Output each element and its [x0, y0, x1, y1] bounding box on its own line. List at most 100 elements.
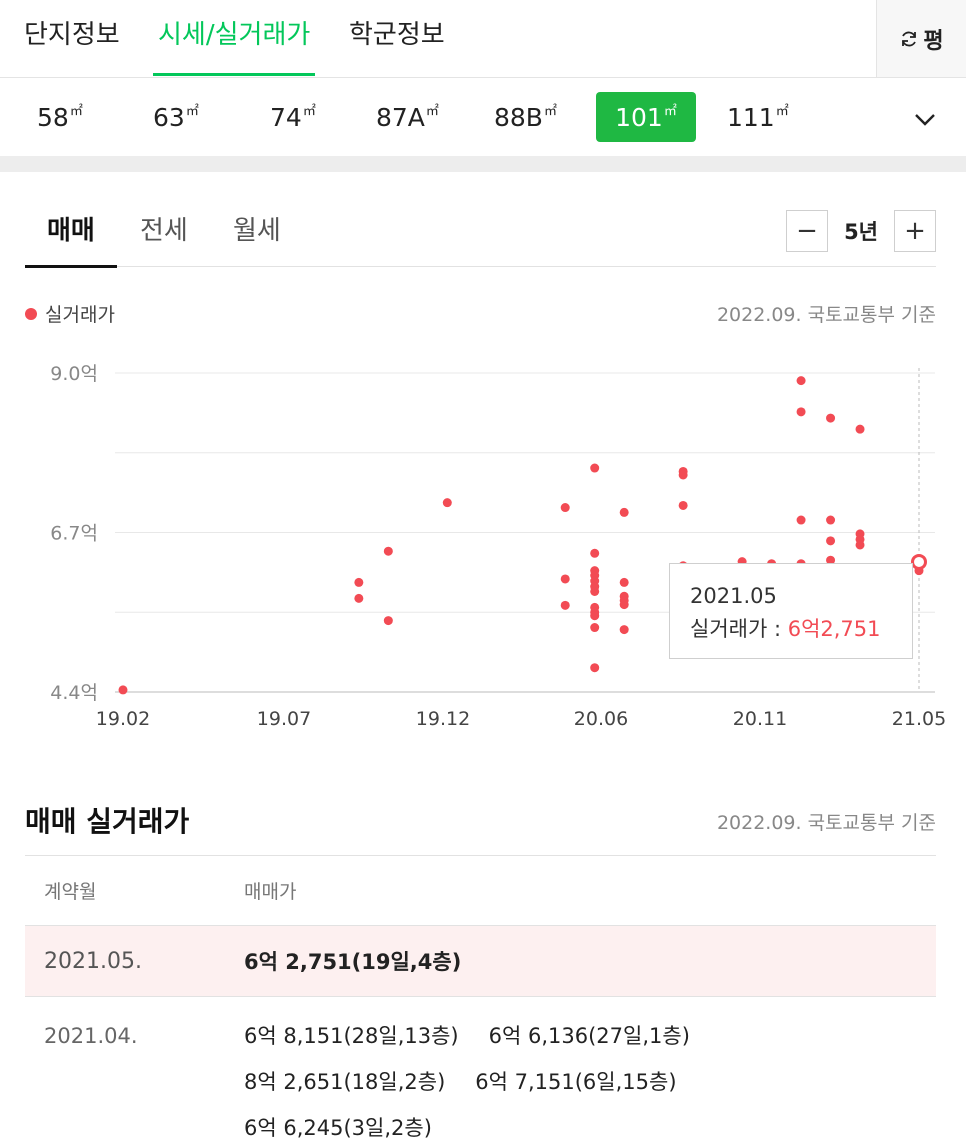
area-value: 74 — [270, 102, 302, 132]
data-point — [354, 593, 364, 603]
area-unit: ㎡ — [543, 103, 557, 119]
deal-entry: 6억 7,151(6일,15층) — [475, 1070, 677, 1094]
data-point — [354, 577, 364, 587]
data-point — [826, 515, 836, 525]
y-tick-label: 9.0억 — [50, 363, 98, 385]
tooltip-value: 6억2,751 — [787, 617, 881, 641]
area-unit: ㎡ — [185, 103, 199, 119]
area-option[interactable]: 74 ㎡ — [255, 92, 331, 142]
table-row[interactable]: 2021.04. 6억 8,151(28일,13층) 6억 6,136(27일,1… — [25, 997, 936, 1147]
tooltip-date: 2021.05 — [690, 584, 777, 608]
table-title: 매매 실거래가 — [25, 805, 190, 838]
deal-entry: 6억 6,245(3일,2층) — [244, 1116, 432, 1140]
data-point — [855, 424, 865, 434]
period-plus-button[interactable]: + — [894, 210, 936, 252]
area-value: 88B — [494, 102, 543, 132]
refresh-icon — [902, 31, 917, 46]
area-unit: ㎡ — [302, 103, 316, 119]
data-point — [560, 574, 570, 584]
data-point — [590, 548, 600, 558]
area-option[interactable]: 88B ㎡ — [479, 92, 572, 142]
data-point — [590, 611, 600, 621]
chart-tooltip: 2021.05 실거래가 : 6억2,751 — [669, 563, 913, 659]
data-point — [826, 536, 836, 546]
deal-entry: 6억 8,151(28일,13층) — [244, 1024, 459, 1048]
legend-dot — [25, 307, 37, 320]
area-selector: 58 ㎡ 63 ㎡ 74 ㎡ 87A ㎡ 88B ㎡ 101 ㎡ 111 ㎡ — [0, 78, 966, 158]
area-option-selected[interactable]: 101 ㎡ — [596, 92, 696, 142]
area-value: 63 — [153, 102, 185, 132]
tab-sale[interactable]: 매매 — [25, 210, 117, 268]
data-point — [678, 470, 688, 480]
data-point — [118, 685, 128, 695]
x-tick-label: 19.12 — [416, 708, 470, 730]
x-tick-label: 20.11 — [733, 708, 787, 730]
chart-source-label: 2022.09. 국토교통부 기준 — [716, 304, 936, 326]
data-point — [619, 507, 629, 517]
tab-price[interactable]: 시세/실거래가 — [152, 14, 316, 76]
area-value: 111 — [727, 102, 775, 132]
header-month: 계약월 — [44, 881, 97, 903]
data-point — [590, 623, 600, 633]
deal-type-tabs: 매매 전세 월세 − 5년 + — [25, 200, 936, 268]
data-point — [590, 586, 600, 596]
x-tick-label: 20.06 — [574, 708, 628, 730]
row-month: 2021.04. — [44, 1024, 138, 1048]
data-point — [678, 500, 688, 510]
data-point — [796, 515, 806, 525]
deal-entry: 6억 6,136(27일,1층) — [488, 1024, 690, 1048]
area-option[interactable]: 58 ㎡ — [22, 92, 98, 142]
section-divider — [0, 156, 966, 172]
deal-entry: 8억 2,651(18일,2층) — [244, 1070, 446, 1094]
table-source-label: 2022.09. 국토교통부 기준 — [716, 812, 936, 834]
y-tick-label: 6.7억 — [50, 523, 98, 545]
period-value: 5년 — [844, 220, 878, 244]
x-tick-label: 21.05 — [892, 708, 946, 730]
chevron-down-icon[interactable] — [914, 108, 936, 130]
data-point — [383, 616, 393, 626]
area-value: 101 — [615, 102, 663, 132]
top-nav: 단지정보 시세/실거래가 학군정보 평 — [0, 0, 966, 78]
tooltip-label: 실거래가 : — [690, 617, 788, 641]
unit-toggle-label: 평 — [923, 28, 944, 54]
area-option[interactable]: 87A ㎡ — [361, 92, 454, 142]
data-point — [855, 540, 865, 550]
data-point — [619, 577, 629, 587]
table-header: 계약월 매매가 — [25, 856, 936, 926]
area-unit: ㎡ — [69, 103, 83, 119]
highlight-point — [911, 553, 927, 570]
tooltip-price: 실거래가 : 6억2,751 — [690, 613, 892, 646]
price-scatter-chart[interactable]: 9.0억 6.7억 4.4억 19.02 19.07 19.12 20.06 20.11 21.… — [0, 340, 966, 740]
data-point — [590, 663, 600, 673]
period-control: − 5년 + — [786, 210, 936, 252]
tab-school-info[interactable]: 학군정보 — [349, 20, 445, 50]
row-deals: 6억 2,751(19일,4층) — [225, 946, 936, 976]
period-minus-button[interactable]: − — [786, 210, 829, 252]
tab-jeonse[interactable]: 전세 — [140, 216, 188, 246]
area-value: 58 — [37, 102, 69, 132]
unit-toggle-button[interactable]: 평 — [876, 0, 966, 77]
x-tick-label: 19.07 — [257, 708, 311, 730]
table-row[interactable]: 2021.05. 6억 2,751(19일,4층) — [25, 926, 936, 997]
area-unit: ㎡ — [775, 103, 789, 119]
y-tick-label: 4.4억 — [50, 682, 98, 704]
area-option[interactable]: 111 ㎡ — [712, 92, 804, 142]
area-unit: ㎡ — [663, 103, 677, 119]
tab-monthly-rent[interactable]: 월세 — [233, 216, 281, 246]
data-point — [560, 600, 570, 610]
tab-complex-info[interactable]: 단지정보 — [24, 20, 120, 50]
data-point — [383, 546, 393, 556]
row-month: 2021.05. — [44, 948, 142, 974]
area-value: 87A — [376, 102, 425, 132]
legend-label: 실거래가 — [45, 304, 115, 326]
header-price: 매매가 — [244, 881, 297, 903]
data-point — [826, 555, 836, 565]
data-point — [560, 503, 570, 513]
data-point — [590, 463, 600, 473]
row-deals: 6억 8,151(28일,13층) 6억 6,136(27일,1층) 8억 2,6… — [225, 1013, 936, 1147]
data-point — [826, 413, 836, 423]
area-unit: ㎡ — [425, 103, 439, 119]
deal-entry: 6억 2,751(19일,4층) — [244, 950, 462, 974]
area-option[interactable]: 63 ㎡ — [138, 92, 214, 142]
transaction-table: 계약월 매매가 2021.05. 6억 2,751(19일,4층) 2021.0… — [25, 855, 936, 1147]
